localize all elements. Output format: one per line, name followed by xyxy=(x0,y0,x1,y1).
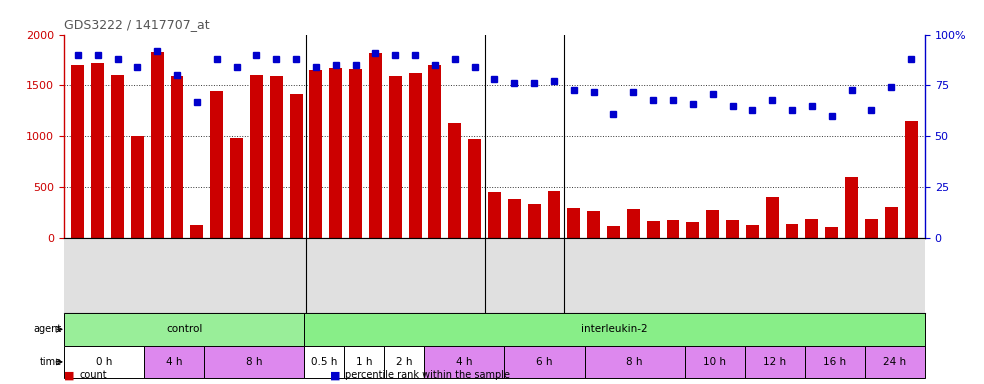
Bar xyxy=(330,68,342,238)
Bar xyxy=(685,346,745,378)
Bar xyxy=(211,91,223,238)
Bar xyxy=(389,76,401,238)
Bar xyxy=(385,346,424,378)
Text: 0.5 h: 0.5 h xyxy=(311,357,338,367)
Bar xyxy=(646,221,659,238)
Bar xyxy=(349,69,362,238)
Text: 1 h: 1 h xyxy=(356,357,373,367)
Bar xyxy=(64,346,144,378)
Bar xyxy=(344,346,385,378)
Bar xyxy=(785,224,798,238)
Bar xyxy=(687,222,700,238)
Text: 10 h: 10 h xyxy=(704,357,726,367)
Bar xyxy=(547,191,561,238)
Bar xyxy=(111,75,124,238)
Text: 6 h: 6 h xyxy=(536,357,553,367)
Bar xyxy=(806,219,819,238)
Bar xyxy=(726,220,739,238)
Bar xyxy=(449,123,461,238)
Bar xyxy=(151,52,163,238)
Bar xyxy=(424,346,505,378)
Text: 0 h: 0 h xyxy=(95,357,112,367)
Bar xyxy=(607,226,620,238)
Bar xyxy=(568,207,581,238)
Text: percentile rank within the sample: percentile rank within the sample xyxy=(345,370,511,380)
Bar xyxy=(170,76,183,238)
Text: 4 h: 4 h xyxy=(166,357,182,367)
Bar xyxy=(805,346,865,378)
Bar xyxy=(587,210,600,238)
Bar xyxy=(508,199,521,238)
Text: count: count xyxy=(80,370,107,380)
Bar xyxy=(144,346,204,378)
Bar xyxy=(627,209,640,238)
Bar xyxy=(885,207,897,238)
Bar xyxy=(745,346,805,378)
Bar xyxy=(230,138,243,238)
Text: ■: ■ xyxy=(64,370,75,380)
Text: 4 h: 4 h xyxy=(457,357,472,367)
Bar xyxy=(408,73,421,238)
Bar xyxy=(64,313,304,346)
Bar xyxy=(505,346,584,378)
Bar xyxy=(845,177,858,238)
Bar xyxy=(270,76,282,238)
Bar xyxy=(250,75,263,238)
Bar xyxy=(289,94,302,238)
Bar xyxy=(72,65,85,238)
Text: GDS3222 / 1417707_at: GDS3222 / 1417707_at xyxy=(64,18,210,31)
Bar xyxy=(584,346,685,378)
Bar xyxy=(428,65,442,238)
Text: time: time xyxy=(40,357,62,367)
Text: 2 h: 2 h xyxy=(397,357,412,367)
Text: agent: agent xyxy=(33,324,62,334)
Bar xyxy=(826,227,838,238)
Bar xyxy=(131,136,144,238)
Bar xyxy=(707,210,719,238)
Bar xyxy=(527,205,540,238)
Bar xyxy=(865,346,925,378)
Bar xyxy=(304,346,344,378)
Text: interleukin-2: interleukin-2 xyxy=(582,324,647,334)
Bar xyxy=(369,53,382,238)
Bar xyxy=(766,197,778,238)
Bar xyxy=(309,70,323,238)
Text: ■: ■ xyxy=(330,370,340,380)
Text: 24 h: 24 h xyxy=(884,357,906,367)
Text: 16 h: 16 h xyxy=(824,357,846,367)
Text: control: control xyxy=(166,324,203,334)
Text: 8 h: 8 h xyxy=(627,357,643,367)
Text: 8 h: 8 h xyxy=(246,357,263,367)
Bar xyxy=(191,225,204,238)
Bar xyxy=(304,313,925,346)
Bar xyxy=(865,219,878,238)
Bar xyxy=(204,346,304,378)
Bar xyxy=(666,220,680,238)
Bar xyxy=(488,192,501,238)
Text: 12 h: 12 h xyxy=(764,357,786,367)
Bar xyxy=(468,139,481,238)
Bar xyxy=(92,63,104,238)
Bar xyxy=(746,225,759,238)
Bar xyxy=(904,121,917,238)
